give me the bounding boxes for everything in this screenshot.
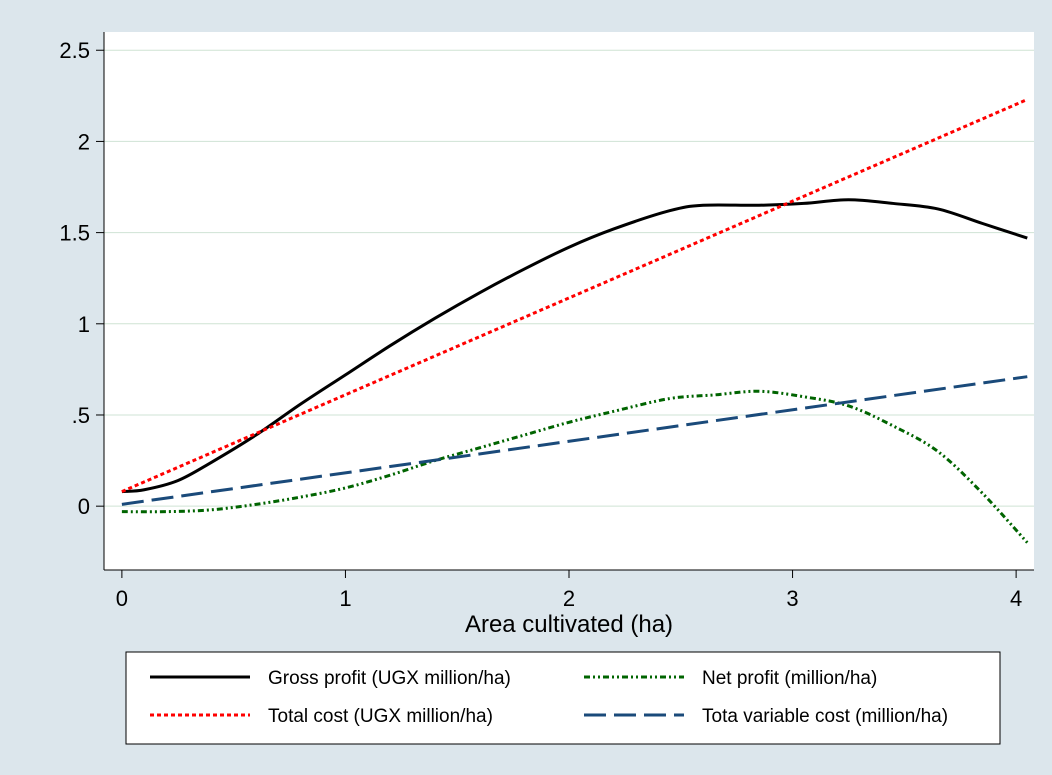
series-layer bbox=[121, 98, 1029, 544]
legend-label: Net profit (million/ha) bbox=[702, 668, 877, 689]
legend-items: Gross profit (UGX million/ha) Net profit … bbox=[150, 668, 948, 727]
y-tick-label: 2 bbox=[78, 129, 90, 154]
x-tick-label: 4 bbox=[1010, 586, 1022, 611]
gross-profit-line bbox=[121, 198, 1028, 494]
x-tick-label: 2 bbox=[563, 586, 575, 611]
legend-box bbox=[125, 651, 1001, 745]
legend-label: Gross profit (UGX million/ha) bbox=[268, 668, 511, 689]
x-tick-label: 0 bbox=[116, 586, 128, 611]
variable-cost-line bbox=[121, 375, 1028, 506]
x-axis-title: Area cultivated (ha) bbox=[465, 611, 673, 638]
y-tick-label: 1.5 bbox=[59, 221, 90, 246]
y-tick-label: 1 bbox=[78, 312, 90, 337]
plot-area bbox=[104, 32, 1034, 570]
net-profit-line bbox=[121, 389, 1029, 544]
x-tick-label: 1 bbox=[339, 586, 351, 611]
legend-label: Total cost (UGX million/ha) bbox=[268, 706, 493, 727]
y-tick-label: 2.5 bbox=[59, 38, 90, 63]
total-cost-line bbox=[121, 98, 1028, 493]
y-tick-label: .5 bbox=[72, 403, 90, 428]
grid bbox=[104, 49, 1034, 507]
axes: 0 .5 1 1.5 2 2.5 0 1 2 3 4 bbox=[59, 32, 1034, 611]
legend-label: Tota variable cost (million/ha) bbox=[702, 706, 948, 727]
y-tick-label: 0 bbox=[78, 494, 90, 519]
x-tick-label: 3 bbox=[786, 586, 798, 611]
legend: Gross profit (UGX million/ha) Net profit … bbox=[125, 651, 1001, 745]
